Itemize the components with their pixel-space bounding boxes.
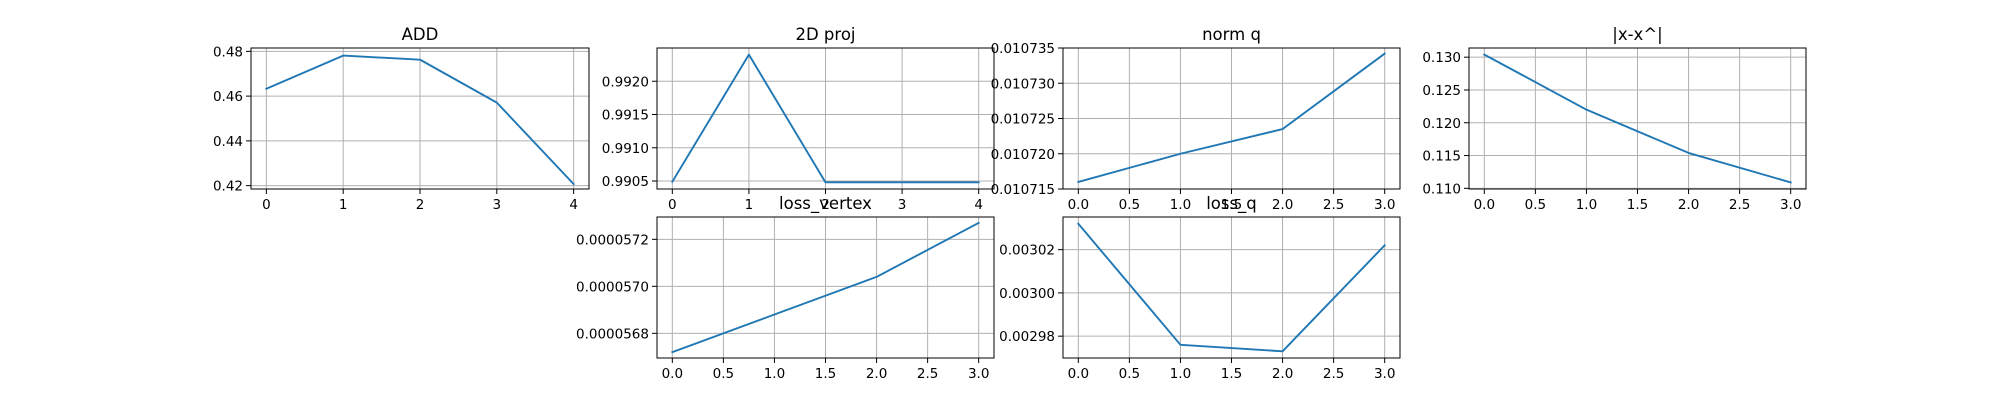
y-tick-label: 0.110 <box>1422 181 1461 197</box>
x-tick-label: 1.5 <box>1221 197 1242 213</box>
subplot-3: 0.0 0.5 1.0 1.5 2.0 2.5 3.0 0.110 0.115 0.120 0.12… <box>1422 25 1807 213</box>
chart-title: loss_q <box>1206 194 1257 214</box>
x-tick-label: 1 <box>339 197 348 213</box>
y-tick-label: 0.115 <box>1422 149 1461 165</box>
x-tick-label: 3.0 <box>1374 366 1395 382</box>
x-tick-label: 2 <box>416 197 425 213</box>
y-tick-label: 0.010725 <box>991 112 1055 128</box>
x-tick-label: 2.5 <box>1729 197 1750 213</box>
subplot-1: 0 1 2 3 4 0.9905 0.9910 0.9915 0.9920 2D proj <box>602 25 995 213</box>
x-tick-label: 1.0 <box>1576 197 1597 213</box>
subplot-5: 0.0 0.5 1.0 1.5 2.0 2.5 3.0 0.00298 0.00300 0.003… <box>999 194 1401 382</box>
x-tick-label: 1.5 <box>815 366 836 382</box>
x-tick-label: 1.0 <box>1170 197 1191 213</box>
x-tick-label: 1.5 <box>1221 366 1242 382</box>
y-tick-label: 0.48 <box>213 44 243 60</box>
x-tick-label: 2.0 <box>1272 197 1293 213</box>
y-tick-label: 0.120 <box>1422 116 1461 132</box>
chart-title: 2D proj <box>795 25 855 44</box>
x-tick-label: 1 <box>745 197 754 213</box>
x-tick-label: 3.0 <box>1374 197 1395 213</box>
y-tick-label: 0.0000570 <box>576 279 649 295</box>
x-tick-label: 0 <box>262 197 271 213</box>
x-tick-label: 2.5 <box>1323 197 1344 213</box>
x-tick-label: 4 <box>974 197 983 213</box>
chart-title: norm q <box>1202 25 1261 44</box>
x-tick-label: 0.0 <box>1068 197 1089 213</box>
y-tick-label: 0.010735 <box>991 41 1055 57</box>
subplot-4: 0.0 0.5 1.0 1.5 2.0 2.5 3.0 0.0000568 0.0000570 0… <box>576 194 995 382</box>
x-tick-label: 0.0 <box>1474 197 1495 213</box>
x-tick-label: 0.0 <box>662 366 683 382</box>
series-line <box>671 221 980 354</box>
y-tick-label: 0.46 <box>213 89 243 105</box>
subplot-0: 0 1 2 3 4 0.42 0.44 0.46 0.48 ADD <box>213 25 590 213</box>
x-tick-label: 0 <box>668 197 677 213</box>
x-tick-label: 1.5 <box>1627 197 1648 213</box>
series-line <box>671 53 980 184</box>
x-tick-label: 3 <box>898 197 907 213</box>
x-tick-label: 2.0 <box>1272 366 1293 382</box>
y-tick-label: 0.42 <box>213 179 243 195</box>
x-tick-label: 3.0 <box>968 366 989 382</box>
x-tick-label: 2.5 <box>917 366 938 382</box>
y-tick-label: 0.9905 <box>602 174 649 190</box>
x-tick-label: 2.0 <box>866 366 887 382</box>
x-tick-label: 0.5 <box>713 366 734 382</box>
chart-title: loss_vertex <box>779 194 872 214</box>
y-tick-label: 0.010730 <box>991 76 1055 92</box>
y-tick-label: 0.010720 <box>991 147 1055 163</box>
y-tick-label: 0.9910 <box>602 141 649 157</box>
x-tick-label: 0.0 <box>1068 366 1089 382</box>
y-tick-label: 0.9920 <box>602 74 649 90</box>
x-tick-label: 1.0 <box>764 366 785 382</box>
y-tick-label: 0.130 <box>1422 50 1461 66</box>
y-tick-label: 0.125 <box>1422 83 1461 99</box>
series-line <box>1077 52 1387 184</box>
x-tick-label: 1.0 <box>1170 366 1191 382</box>
subplot-2: 0.0 0.5 1.0 1.5 2.0 2.5 3.0 0.010715 0.010720 0.0… <box>991 25 1401 213</box>
y-tick-label: 0.0000568 <box>576 326 649 342</box>
y-tick-label: 0.00298 <box>999 329 1055 345</box>
y-tick-label: 0.00302 <box>999 243 1055 259</box>
chart-title: ADD <box>402 25 439 44</box>
x-tick-label: 2.0 <box>1678 197 1699 213</box>
series-line <box>1076 222 1387 353</box>
y-tick-label: 0.9915 <box>602 108 649 124</box>
x-tick-label: 0.5 <box>1525 197 1546 213</box>
chart-title: |x-x^| <box>1612 25 1662 44</box>
x-tick-label: 4 <box>569 197 578 213</box>
x-tick-label: 0.5 <box>1119 366 1140 382</box>
x-tick-label: 3.0 <box>1780 197 1801 213</box>
x-tick-label: 3 <box>493 197 502 213</box>
x-tick-label: 2 <box>821 197 830 213</box>
series-line <box>265 54 575 186</box>
y-tick-label: 0.44 <box>213 134 243 150</box>
y-tick-label: 0.00300 <box>999 286 1055 302</box>
y-tick-label: 0.0000572 <box>576 232 649 248</box>
series-line <box>1483 53 1792 184</box>
y-tick-label: 0.010715 <box>991 182 1055 198</box>
x-tick-label: 0.5 <box>1119 197 1140 213</box>
x-tick-label: 2.5 <box>1323 366 1344 382</box>
